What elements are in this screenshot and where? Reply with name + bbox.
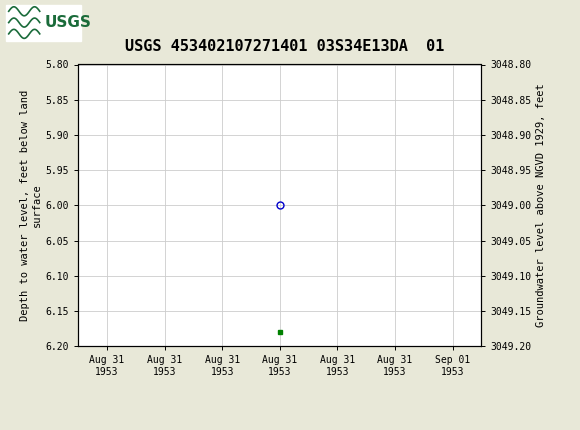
Text: USGS: USGS — [45, 15, 92, 30]
Y-axis label: Groundwater level above NGVD 1929, feet: Groundwater level above NGVD 1929, feet — [536, 83, 546, 327]
Bar — [6, 4, 81, 41]
Y-axis label: Depth to water level, feet below land
surface: Depth to water level, feet below land su… — [20, 90, 42, 321]
Text: USGS 453402107271401 03S34E13DA  01: USGS 453402107271401 03S34E13DA 01 — [125, 39, 444, 54]
